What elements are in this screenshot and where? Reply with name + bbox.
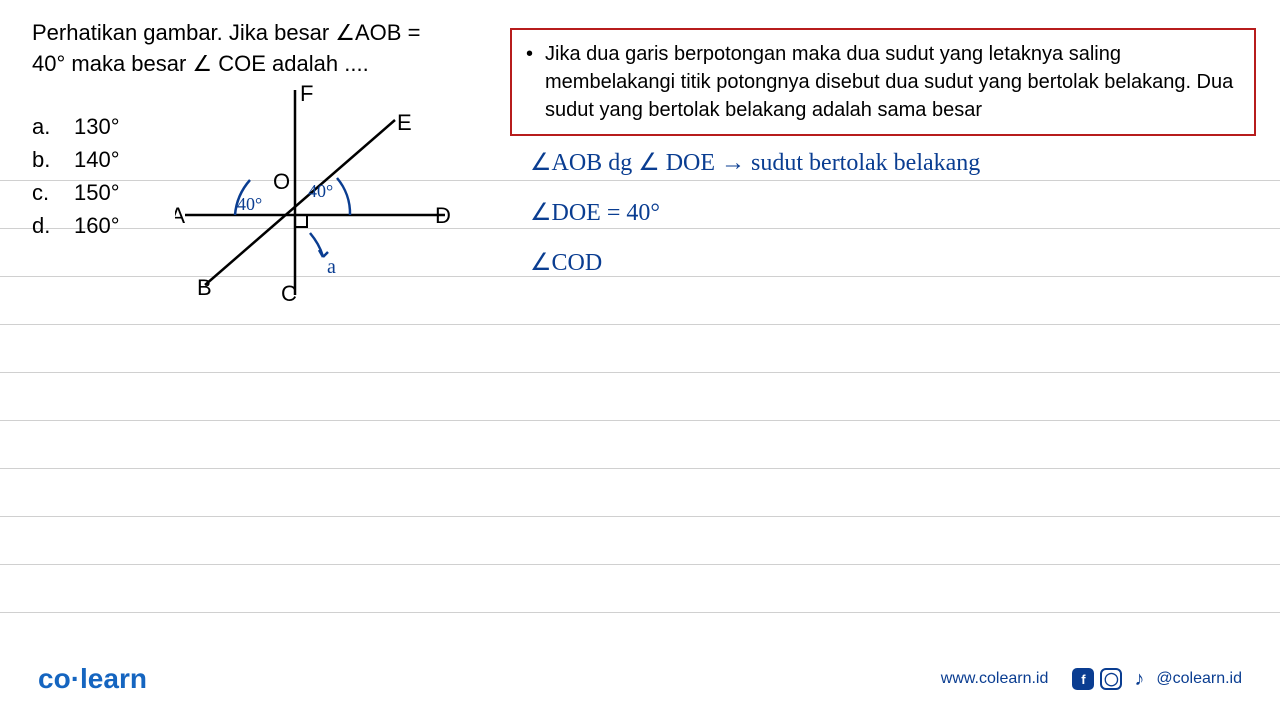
angle-aob: 40° — [237, 194, 262, 214]
footer-handle: @colearn.id — [1156, 670, 1242, 688]
label-F: F — [300, 85, 313, 106]
handwriting-line2: ∠DOE = 40° — [530, 198, 660, 227]
info-box: • Jika dua garis berpotongan maka dua su… — [510, 28, 1256, 136]
option-b: b. 140° — [32, 143, 120, 176]
tiktok-icon: ♪ — [1128, 668, 1150, 690]
label-E: E — [397, 110, 412, 135]
geometry-diagram: F E A D B C O 40° 40° a — [175, 85, 455, 305]
handwriting-line1: ∠AOB dg ∠ DOE → sudut bertolak belakang — [530, 148, 980, 177]
footer-right: www.colearn.id f ◯ ♪ @colearn.id — [941, 668, 1242, 690]
angle-a: a — [327, 256, 336, 278]
angle-doe: 40° — [308, 181, 333, 201]
label-O: O — [273, 169, 290, 194]
question-text: Perhatikan gambar. Jika besar ∠AOB = 40°… — [32, 18, 502, 80]
option-a: a. 130° — [32, 110, 120, 143]
footer-url: www.colearn.id — [941, 670, 1049, 688]
social-icons: f ◯ ♪ @colearn.id — [1072, 668, 1242, 690]
question-line2: 40° maka besar ∠ COE adalah .... — [32, 49, 502, 80]
handwriting-line3: ∠COD — [530, 248, 602, 277]
label-A: A — [175, 203, 185, 228]
question-line1: Perhatikan gambar. Jika besar ∠AOB = — [32, 18, 502, 49]
footer: co·learn www.colearn.id f ◯ ♪ @colearn.i… — [0, 663, 1280, 695]
option-c: c. 150° — [32, 176, 120, 209]
info-text: Jika dua garis berpotongan maka dua sudu… — [545, 40, 1240, 124]
facebook-icon: f — [1072, 668, 1094, 690]
label-B: B — [197, 275, 212, 300]
option-d: d. 160° — [32, 209, 120, 242]
instagram-icon: ◯ — [1100, 668, 1122, 690]
label-C: C — [281, 281, 297, 305]
logo: co·learn — [38, 663, 147, 695]
answer-options: a. 130° b. 140° c. 150° d. 160° — [32, 110, 120, 242]
label-D: D — [435, 203, 451, 228]
bullet-icon: • — [526, 40, 533, 124]
